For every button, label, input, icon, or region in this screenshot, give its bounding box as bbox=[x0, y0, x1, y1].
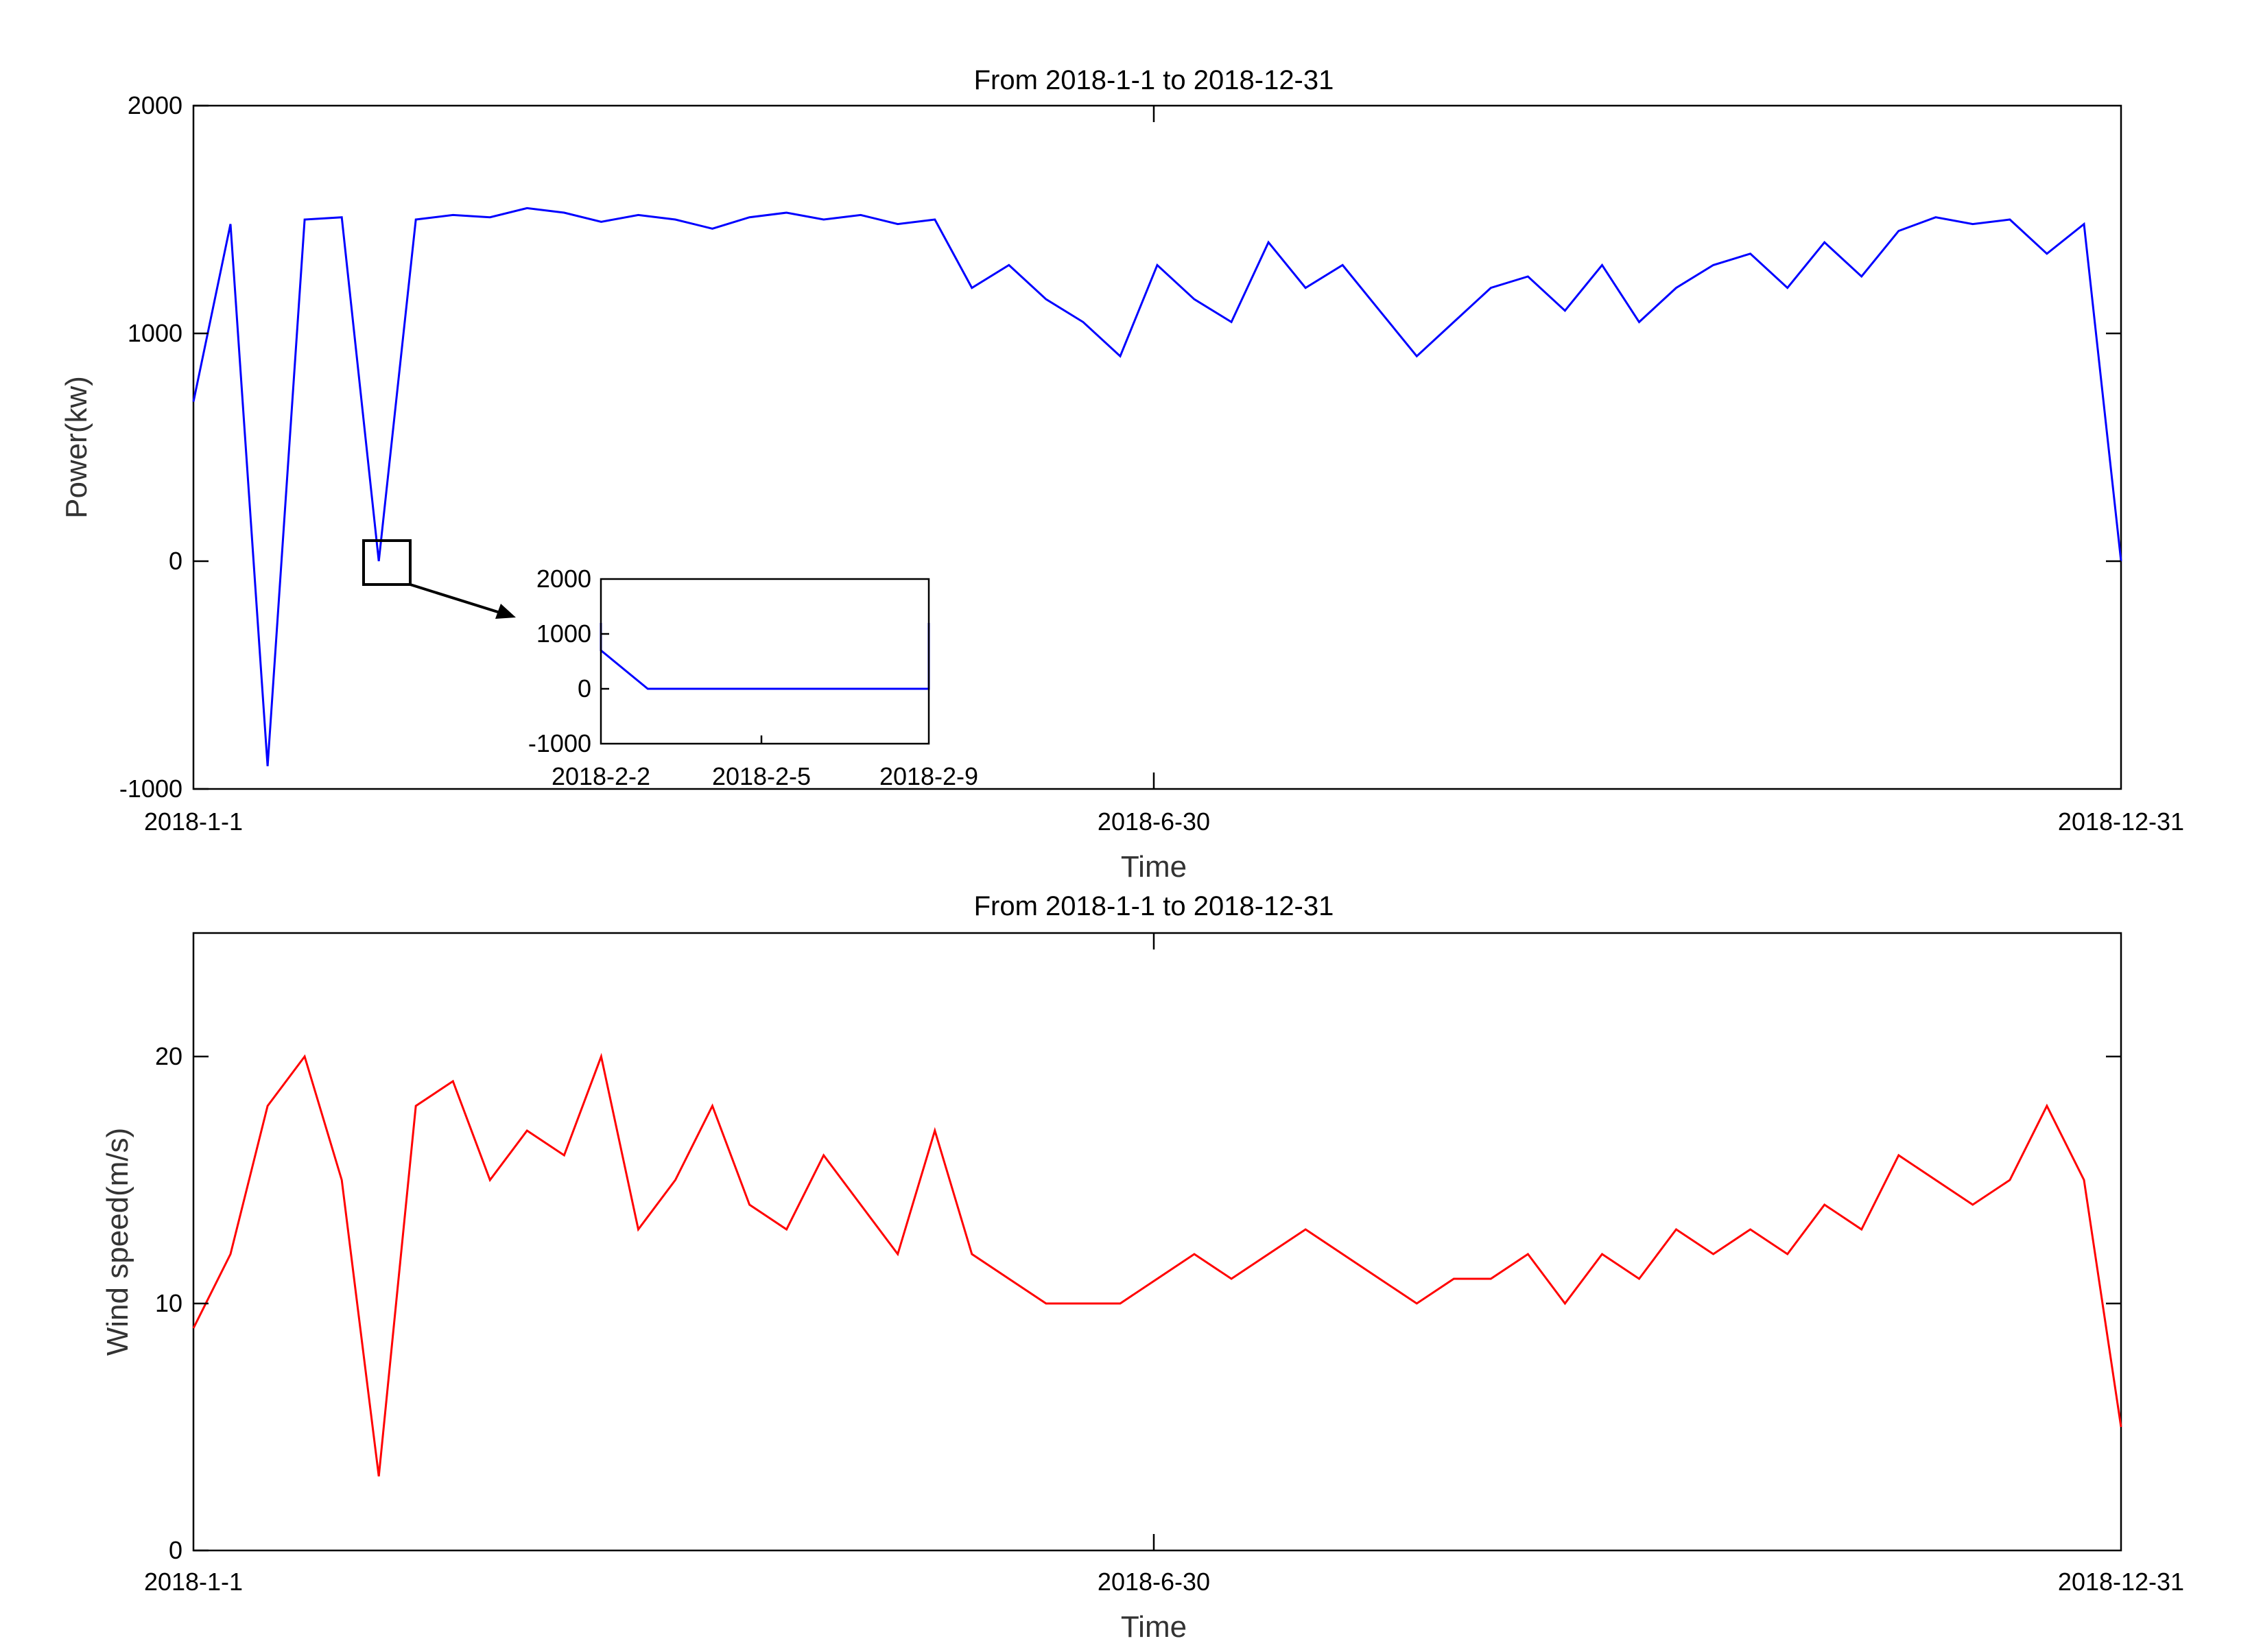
power-xtick-label: 2018-12-31 bbox=[2058, 807, 2184, 836]
wind-ytick-label: 20 bbox=[155, 1042, 182, 1070]
power-ytick-label: 0 bbox=[169, 547, 182, 575]
power-inset-xtick-label: 2018-2-5 bbox=[712, 762, 811, 790]
wind-series-line bbox=[192, 1052, 2122, 1477]
wind-xtick-label: 2018-1-1 bbox=[144, 1568, 243, 1596]
power-inset-ytick-label: 2000 bbox=[536, 565, 591, 593]
power-yaxis-label: Power(kw) bbox=[60, 376, 93, 519]
wind-xtick-label: 2018-12-31 bbox=[2058, 1568, 2184, 1596]
power-inset-chart: -1000 0 1000 2000 2018-2-2 2018-2-5 2018… bbox=[528, 565, 978, 790]
zoom-arrow-head bbox=[495, 604, 516, 619]
wind-ytick-label: 10 bbox=[155, 1289, 182, 1317]
power-series-line bbox=[192, 206, 2122, 766]
wind-xtick-label: 2018-6-30 bbox=[1098, 1568, 1210, 1596]
wind-ytick-label: 0 bbox=[169, 1536, 182, 1564]
zoom-arrow-line bbox=[410, 583, 503, 615]
wind-xaxis-label: Time bbox=[1121, 1610, 1187, 1644]
wind-chart-title: From 2018-1-1 to 2018-12-31 bbox=[974, 891, 1334, 921]
power-inset-xtick-label: 2018-2-2 bbox=[552, 762, 650, 790]
power-xtick-label: 2018-1-1 bbox=[144, 807, 243, 836]
power-inset-background bbox=[601, 579, 929, 744]
power-inset-ytick-label: 0 bbox=[578, 674, 591, 703]
zoom-highlight-box bbox=[362, 539, 412, 586]
power-xaxis-label: Time bbox=[1121, 850, 1187, 884]
power-ytick-label: 2000 bbox=[128, 91, 182, 119]
power-ytick-label: -1000 bbox=[119, 775, 182, 803]
power-xtick-label: 2018-6-30 bbox=[1098, 807, 1210, 836]
power-ytick-label: 1000 bbox=[128, 319, 182, 347]
power-inset-frame bbox=[600, 578, 930, 745]
power-chart-title: From 2018-1-1 to 2018-12-31 bbox=[974, 65, 1334, 95]
power-inset-ytick-label: 1000 bbox=[536, 620, 591, 648]
wind-chart: From 2018-1-1 to 2018-12-31 0 10 20 2018… bbox=[101, 891, 2184, 1644]
power-chart: From 2018-1-1 to 2018-12-31 -1000 0 1000… bbox=[60, 65, 2184, 884]
wind-yaxis-label: Wind speed(m/s) bbox=[101, 1128, 134, 1356]
wind-plot-frame bbox=[192, 932, 2122, 1552]
power-plot-frame bbox=[192, 104, 2122, 790]
power-inset-ytick-label: -1000 bbox=[528, 729, 591, 757]
power-inset-xtick-label: 2018-2-9 bbox=[879, 762, 978, 790]
